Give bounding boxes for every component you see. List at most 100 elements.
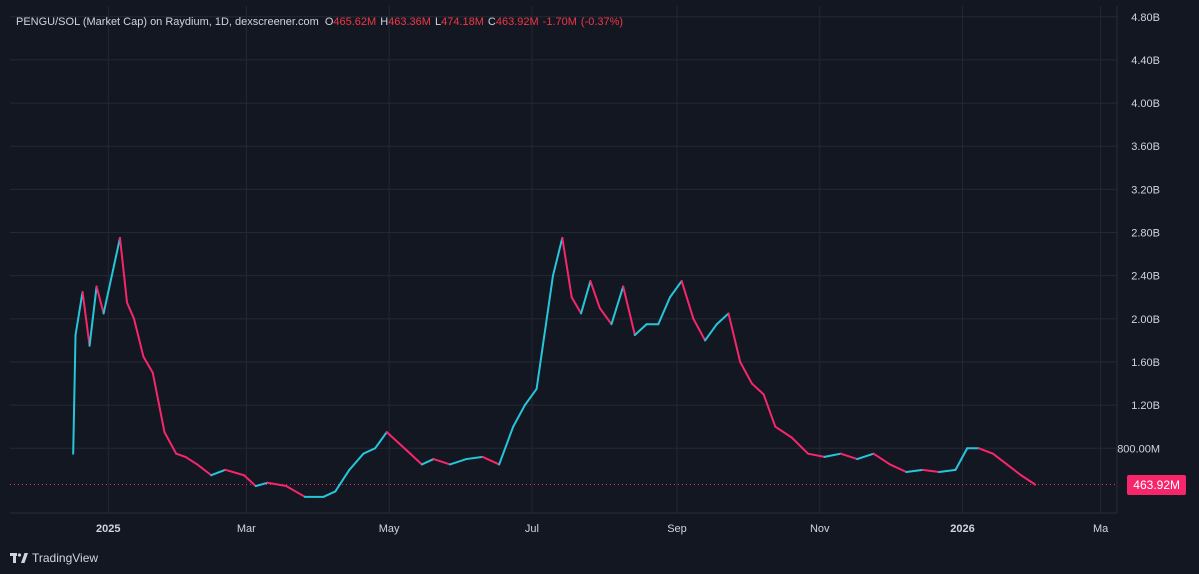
- price-segment: [692, 317, 707, 342]
- change-percent: (-0.37%): [580, 16, 624, 28]
- price-segment: [523, 387, 538, 407]
- price-segment: [72, 334, 77, 455]
- price-segment: [905, 468, 924, 474]
- price-segment: [151, 371, 166, 434]
- price-segment: [196, 463, 213, 477]
- tradingview-logo-icon: [10, 553, 28, 563]
- price-segment: [856, 452, 875, 461]
- grid: [10, 6, 1117, 513]
- price-segment: [210, 468, 227, 477]
- price-segment: [95, 285, 105, 315]
- price-segment: [561, 236, 573, 299]
- price-segment: [266, 481, 288, 488]
- y-tick-label: 1.20B: [1131, 400, 1160, 412]
- price-segment: [397, 441, 412, 455]
- price-segment: [348, 452, 365, 471]
- tradingview-brand-label: TradingView: [32, 551, 99, 565]
- price-segment: [243, 474, 257, 488]
- last-price-badge: 463.92M: [1127, 474, 1186, 495]
- price-segment: [774, 425, 793, 439]
- price-segment: [535, 323, 547, 390]
- x-tick-label: Mar: [237, 523, 256, 535]
- price-segment: [570, 296, 583, 315]
- high-label: H: [380, 16, 389, 28]
- y-tick-label: 2.40B: [1131, 271, 1160, 283]
- price-segment: [807, 452, 826, 458]
- price-segment: [126, 301, 136, 320]
- x-tick-label: Ma: [1093, 523, 1109, 535]
- price-segment: [481, 455, 501, 466]
- axis-frame: [10, 6, 1118, 514]
- price-segment: [184, 455, 199, 466]
- price-segment: [921, 468, 941, 474]
- price-segment: [977, 447, 994, 455]
- price-segment: [498, 425, 515, 466]
- y-tick-label: 4.40B: [1131, 55, 1160, 67]
- x-tick-label: 2025: [96, 523, 120, 535]
- price-segment: [739, 360, 753, 385]
- price-segment: [448, 458, 468, 466]
- price-segment: [823, 452, 842, 458]
- close-label: C: [487, 16, 496, 28]
- price-segment: [88, 285, 98, 347]
- price-segment: [598, 307, 613, 326]
- price-segment: [704, 323, 718, 342]
- price-segment: [432, 458, 451, 466]
- high-value: 463.36M: [388, 16, 431, 28]
- price-segment: [102, 269, 114, 315]
- change-value: -1.70M: [542, 16, 577, 28]
- price-segment: [762, 393, 777, 428]
- price-series: [72, 236, 1037, 498]
- price-segment: [409, 452, 423, 466]
- price-segment: [385, 431, 400, 444]
- price-segment: [668, 280, 683, 299]
- price-segment: [420, 458, 435, 466]
- price-segment: [374, 431, 388, 450]
- y-tick-label: 3.20B: [1131, 184, 1160, 196]
- price-segment: [81, 290, 91, 347]
- x-tick-label: May: [379, 523, 400, 535]
- price-segment: [622, 285, 636, 337]
- x-tick-label: 2026: [950, 523, 974, 535]
- chart-legend-header: PENGU/SOL (Market Cap) on Raydium, 1D, d…: [16, 16, 623, 28]
- price-segment: [991, 452, 1009, 466]
- price-segment: [465, 455, 484, 461]
- symbol-title: PENGU/SOL (Market Cap) on Raydium, 1D, d…: [16, 16, 319, 28]
- x-tick-label: Jul: [525, 523, 539, 535]
- price-segment: [111, 236, 121, 272]
- price-segment: [1020, 474, 1037, 486]
- y-axis: 800.00M 1.20B 1.60B 2.00B 2.40B 2.80B 3.20B 3.6…: [1117, 12, 1160, 455]
- price-segment: [551, 236, 564, 277]
- price-segment: [657, 296, 671, 326]
- price-segment: [1006, 463, 1023, 477]
- low-value: 474.18M: [441, 16, 484, 28]
- price-segment: [133, 317, 145, 358]
- price-segment: [224, 468, 246, 477]
- price-segment: [938, 468, 957, 474]
- y-tick-label: 2.00B: [1131, 314, 1160, 326]
- price-segment: [680, 280, 695, 320]
- price-segment: [727, 312, 742, 363]
- price-segment: [362, 447, 377, 455]
- price-segment: [954, 447, 969, 471]
- price-segment: [118, 236, 129, 304]
- price-segment: [163, 431, 178, 455]
- price-segment: [254, 481, 269, 488]
- price-segment: [175, 452, 187, 458]
- price-segment: [142, 355, 154, 374]
- y-tick-label: 800.00M: [1117, 443, 1160, 455]
- tradingview-branding[interactable]: TradingView: [10, 551, 98, 565]
- price-segment: [839, 452, 859, 461]
- price-segment: [512, 404, 526, 428]
- y-tick-label: 2.80B: [1131, 228, 1160, 240]
- price-segment: [322, 490, 337, 498]
- x-tick-label: Nov: [810, 523, 830, 535]
- x-tick-label: Sep: [667, 523, 687, 535]
- price-segment: [750, 382, 765, 396]
- price-segment: [872, 452, 891, 466]
- price-segment: [589, 280, 601, 310]
- price-segment: [610, 285, 625, 326]
- price-segment: [74, 290, 84, 337]
- open-label: O: [324, 16, 334, 28]
